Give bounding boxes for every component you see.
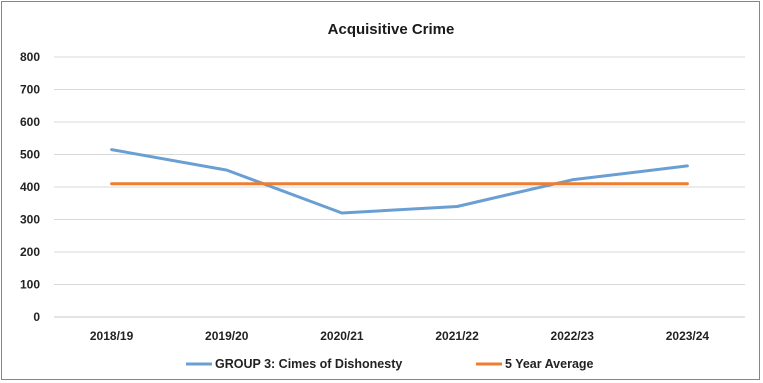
y-tick-label: 300 <box>20 213 40 227</box>
x-tick-label: 2022/23 <box>551 329 595 343</box>
y-tick-label: 400 <box>20 180 40 194</box>
gridlines <box>54 56 745 285</box>
series-line-1 <box>110 148 689 215</box>
x-tick-label: 2023/24 <box>666 329 710 343</box>
chart-title: Acquisitive Crime <box>328 21 455 38</box>
line-chart: Acquisitive Crime 0 100 200 300 400 500 600 700… <box>20 21 745 371</box>
y-tick-label: 800 <box>20 50 40 64</box>
x-tick-label: 2021/22 <box>435 329 479 343</box>
y-tick-label: 700 <box>20 83 40 97</box>
y-tick-label: 200 <box>20 245 40 259</box>
y-tick-label: 0 <box>33 310 40 324</box>
y-tick-label: 100 <box>20 278 40 292</box>
x-tick-label: 2019/20 <box>205 329 249 343</box>
plot-area <box>110 148 689 215</box>
legend-label: 5 Year Average <box>505 357 594 371</box>
x-axis: 2018/19 2019/20 2020/21 2021/22 2022/23 2023/… <box>54 316 745 343</box>
legend-label: GROUP 3: Cimes of Dishonesty <box>215 357 402 371</box>
y-tick-label: 600 <box>20 115 40 129</box>
x-tick-label: 2018/19 <box>90 329 134 343</box>
y-tick-label: 500 <box>20 148 40 162</box>
x-tick-label: 2020/21 <box>320 329 364 343</box>
legend: GROUP 3: Cimes of Dishonesty 5 Year Avera… <box>186 357 594 371</box>
y-axis: 0 100 200 300 400 500 600 700 800 <box>20 50 40 324</box>
